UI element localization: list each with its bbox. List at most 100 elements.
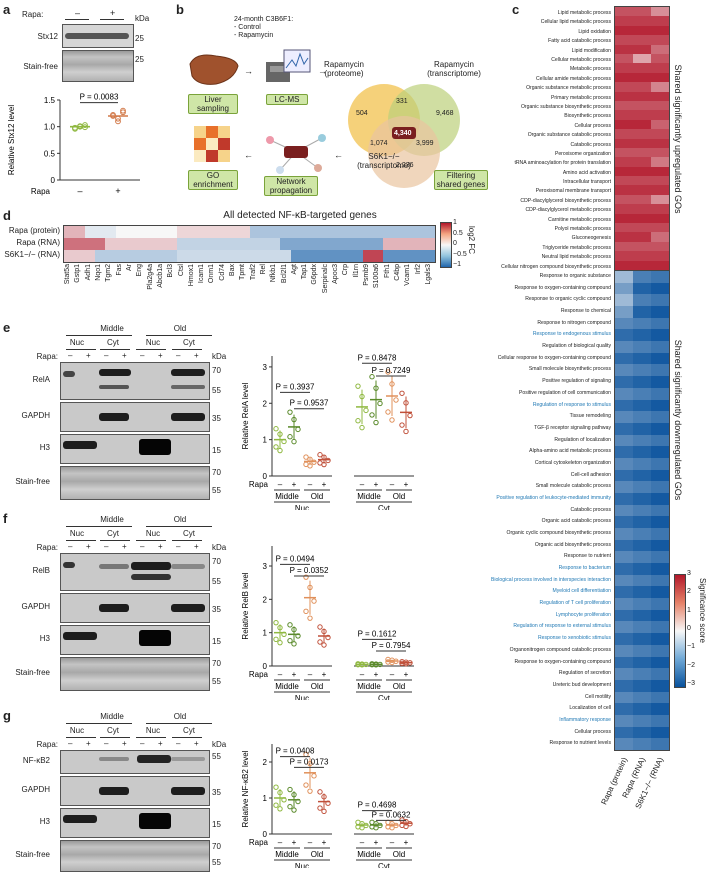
data-point [355,819,361,826]
heatmap-cell [633,668,651,681]
heatmap-cell [633,364,651,377]
rapa-sign: – [68,351,73,360]
lane-nuc: Nuc [145,529,161,538]
heatmap-cell [651,260,669,271]
venn-center-badge [392,127,416,139]
heatmap-cell [651,185,669,196]
heatmap-cell [651,703,669,716]
rapa-sign: + [292,670,297,679]
heatmap-cell [651,586,669,599]
gene-label: Nqo1 [95,264,103,281]
heatmap-cell [228,226,240,238]
heatmap-cell [105,250,116,262]
heatmap-cell [633,656,651,669]
heatmap-cell [615,110,633,120]
lcms-icon [266,49,311,82]
go-term-down: Response to bacterium [558,565,611,572]
rapa-sign: + [322,838,327,847]
x-tick-label: + [115,186,120,196]
rapa-sign: – [68,739,73,748]
gene-label: G6pdx [311,264,319,285]
heatmap-cell [424,238,436,250]
blot-strip [60,657,210,691]
panel-a-kda: kDa [135,14,150,23]
rapa-sign: + [122,351,127,360]
group-old: Old [173,324,187,333]
go-term-up: Peroxisome organization [554,150,611,157]
y-tick-label: 0 [51,176,56,185]
go-term-up: tRNA aminoacylation for protein translat… [514,160,611,167]
rapa-sign: + [374,670,379,679]
panel-a-underline [65,19,89,20]
heatmap-cell [633,129,651,139]
heatmap-cell [64,226,75,238]
heatmap-cell [633,306,651,319]
heatmap-cell [383,250,395,262]
heatmap-cell [615,621,633,634]
compartment-label: Cyt [378,504,391,510]
p-value: P = 0.0083 [80,93,119,102]
heatmap-cell [331,250,343,262]
heatmap-cell [74,238,85,250]
data-point [273,426,279,432]
heatmap-cell [177,226,188,238]
y-tick-label: 0.5 [44,149,56,158]
group-label: Middle [275,682,299,691]
heatmap-cell [615,213,633,224]
colorbar-tick-label: 1 [453,219,457,226]
gene-label: Gstp1 [74,264,82,283]
significance-colorbar [674,574,686,688]
heatmap-cell [651,539,669,552]
heatmap-cell [651,422,669,435]
go-term-up: Carnitine metabolic process [548,216,611,223]
colorbar-tick-label: 1 [687,606,691,614]
heatmap-cell [615,399,633,412]
heatmap-cell [633,539,651,552]
heatmap-cell [633,376,651,389]
go-up-terms: Lipid metabolic process Cellular lipid me… [406,8,614,270]
kda-mark: 15 [212,637,221,646]
gene-label: Apoc3 [332,264,340,284]
heatmap-cell [615,656,633,669]
heatmap-cell [280,226,291,238]
heatmap-cell [651,100,669,111]
blot-label: GAPDH [21,785,50,794]
heatmap-cell [651,204,669,214]
go-term-down: Cortical cytoskeleton organization [534,459,611,466]
lane-nuc: Nuc [145,726,161,735]
y-tick-label: 3 [263,562,268,571]
heatmap-cell [615,457,633,470]
heatmap-cell [156,250,168,262]
heatmap-cell [651,668,669,681]
data-point [363,407,369,414]
go-term-up: Organic substance catabolic process [527,132,611,139]
kda-mark: 55 [212,858,221,867]
colorbar-tick-label: 2 [687,588,691,596]
rapa-sign: – [140,739,145,748]
colorbar-tick-label: 0.5 [453,229,463,237]
heatmap-cell [373,250,384,262]
data-point [311,598,317,604]
protein-band [139,813,171,829]
p-value: P = 0.7249 [372,366,411,375]
p-value: P = 0.4698 [358,801,397,810]
heatmap-cell [651,306,669,319]
heatmap-cell [94,238,106,250]
data-point [321,808,327,815]
data-point [120,109,126,116]
data-point [307,615,313,621]
blot-strip [60,808,210,838]
heatmap-cell [615,504,633,517]
mouse-line: - Rapamycin [234,32,274,39]
rapa-sign: + [374,838,379,847]
heatmap-cell [615,434,633,447]
heatmap-cell [651,738,669,751]
panel-g-label: g [3,708,11,723]
gene-label: Traf2 [249,264,257,281]
data-point [295,426,301,433]
heatmap-cell [84,226,96,238]
protein-band [139,630,171,646]
go-term-down: Response to organic cyclic compound [525,296,611,303]
heatmap-cell [280,250,291,262]
